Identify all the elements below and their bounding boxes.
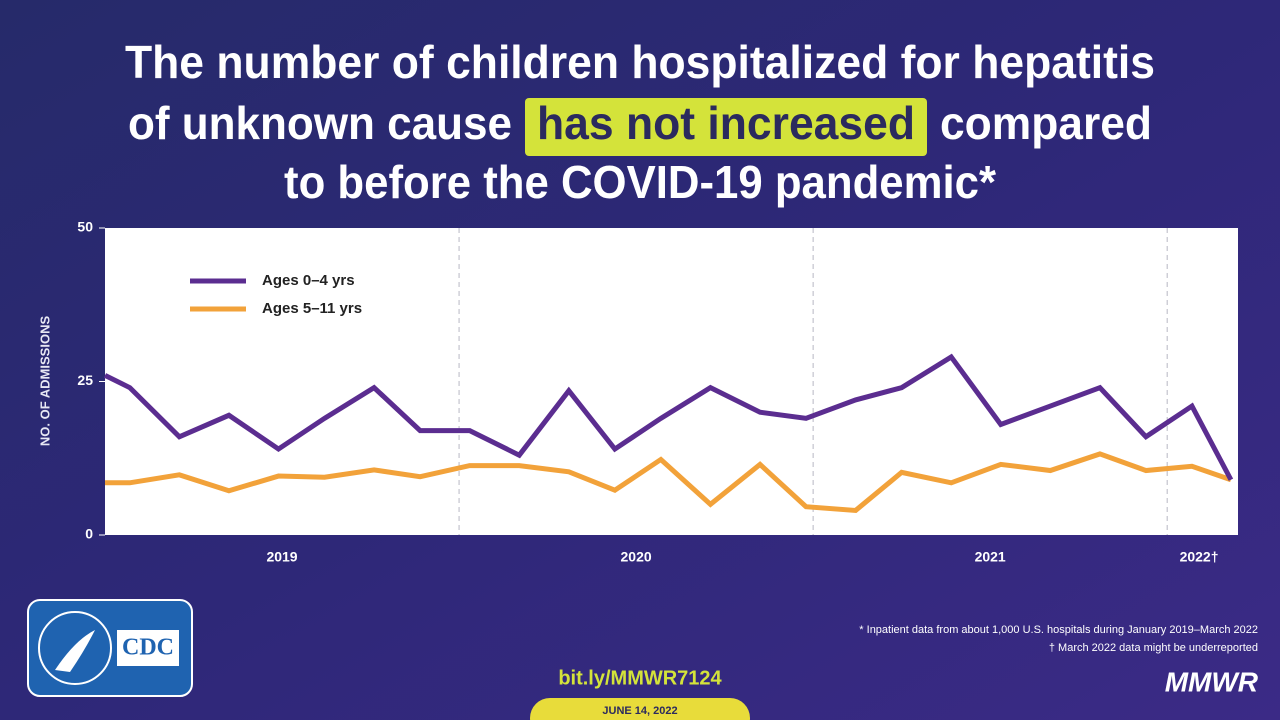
x-tick-label: 2019 (266, 549, 297, 565)
title-line: compared (940, 97, 1152, 149)
logo-cdc-box (117, 630, 179, 666)
y-axis-label: NO. OF ADMISSIONS (37, 316, 52, 447)
title-line: of unknown cause (128, 97, 512, 149)
date-pill (530, 698, 750, 720)
x-tick-label: 2021 (975, 549, 1006, 565)
link: bit.ly/MMWR7124 (558, 667, 722, 689)
logo-text: CDC (122, 635, 174, 661)
highlight-box (525, 98, 927, 156)
series-line (105, 451, 1232, 514)
mmwr-logo: MMWR (1165, 666, 1259, 697)
footnote: * Inpatient data from about 1,000 U.S. h… (859, 624, 1258, 636)
x-tick-label: 2022† (1180, 549, 1219, 565)
date: JUNE 14, 2022 (602, 705, 677, 717)
logo-eagle (55, 630, 95, 672)
cdc-logo: CDC (27, 599, 193, 697)
footnote: † March 2022 data might be underreported (1049, 642, 1258, 654)
x-tick-label: 2020 (621, 549, 652, 565)
plot-area (105, 228, 1238, 535)
title-line: The number of children hospitalized for … (125, 36, 1155, 88)
title-highlight: has not increased (537, 97, 915, 149)
series-line (103, 353, 1234, 481)
legend-label: Ages 0–4 yrs (262, 272, 355, 289)
y-tick-label: 0 (85, 526, 93, 542)
logo-seal (38, 611, 112, 685)
title-line: to before the COVID-19 pandemic* (284, 156, 996, 208)
y-tick-label: 50 (77, 219, 93, 235)
y-tick-label: 25 (77, 372, 93, 388)
legend-label: Ages 5–11 yrs (262, 300, 362, 317)
